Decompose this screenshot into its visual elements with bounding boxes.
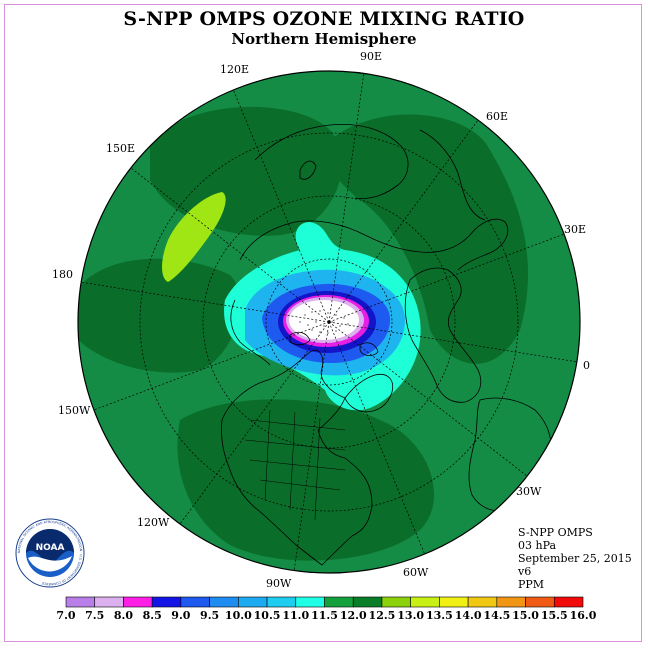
- colorbar-swatch: [496, 596, 526, 608]
- lon-label-30e: 30E: [564, 223, 587, 236]
- colorbar-swatch: [266, 596, 297, 608]
- colorbar-tick-label: 11.0: [282, 609, 310, 622]
- coast-arctic-islands: [289, 331, 311, 346]
- info-block: S-NPP OMPS 03 hPa September 25, 2015 v6 …: [518, 526, 632, 591]
- colorbar-tick-label: 13.5: [425, 609, 453, 622]
- colorbar-tick-label: 15.0: [512, 609, 539, 622]
- coast-asia: [239, 218, 509, 271]
- colorbar-swatch: [439, 596, 469, 608]
- colorbar-tick-label: 9.5: [200, 609, 220, 622]
- colorbar-tick-label: 8.5: [142, 609, 162, 622]
- colorbar-swatch: [180, 596, 210, 608]
- colorbar-tick-label: 11.5: [311, 609, 338, 622]
- colorbar-swatch: [238, 596, 268, 608]
- coast-alaska: [230, 299, 271, 366]
- lon-label-120w: 120W: [137, 516, 170, 529]
- colorbar-tick-label: 7.0: [56, 609, 76, 622]
- coast-japan: [299, 160, 317, 180]
- colorbar-tick-label: 12.5: [368, 609, 396, 622]
- info-units: PPM: [518, 578, 545, 591]
- coastlines: [221, 124, 552, 566]
- field-dark-band-east: [326, 114, 529, 364]
- info-date: September 25, 2015: [518, 552, 632, 565]
- colorbar-tick-label: 10.5: [253, 609, 281, 622]
- field-lime-maximum: [162, 192, 226, 282]
- field-dark-band-south: [177, 399, 435, 561]
- info-level: 03 hPa: [518, 539, 557, 552]
- coast-india: [419, 129, 486, 221]
- colorbar-swatch: [525, 596, 555, 608]
- graticule: [79, 71, 579, 573]
- colorbar-swatch: [467, 596, 498, 608]
- lon-label-150w: 150W: [58, 404, 91, 417]
- colorbar-tick-label: 8.0: [113, 609, 134, 622]
- colorbar-tick-label: 9.0: [171, 609, 191, 622]
- colorbar-swatch: [94, 596, 124, 608]
- colorbar-swatch: [381, 596, 411, 608]
- map-boundary: [77, 70, 581, 574]
- field-dark-band-west: [78, 258, 241, 373]
- colorbar-swatch: [209, 596, 239, 608]
- colorbar-swatch: [553, 596, 584, 608]
- field-stipple: [299, 310, 349, 334]
- lon-label-60w: 60W: [403, 566, 429, 579]
- colorbar-swatch: [65, 596, 96, 608]
- colorbar-swatch: [324, 596, 354, 608]
- colorbar-tick-label: 15.5: [540, 609, 568, 622]
- coast-north-america: [221, 349, 373, 566]
- colorbar: [65, 596, 584, 608]
- colorbar-swatch: [410, 596, 440, 608]
- coast-svalbard: [359, 342, 379, 356]
- coast-europe: [404, 267, 482, 403]
- field-minimum-center: [289, 300, 359, 340]
- figure-frame: [4, 4, 642, 642]
- lon-label-30w: 30W: [516, 485, 542, 498]
- lon-label-0: 0: [583, 359, 590, 372]
- map-title: S-NPP OMPS OZONE MIXING RATIO: [123, 8, 525, 30]
- colorbar-swatch: [295, 596, 325, 608]
- lon-label-90w: 90W: [266, 577, 292, 590]
- info-instrument: S-NPP OMPS: [518, 526, 593, 539]
- colorbar-swatch: [123, 596, 153, 608]
- coast-east-asia: [254, 124, 409, 199]
- us-state-lines: [244, 409, 346, 521]
- field-dark-band-north: [150, 106, 342, 236]
- colorbar-tick-label: 14.0: [454, 609, 482, 622]
- colorbar-swatch: [151, 596, 182, 608]
- info-version: v6: [518, 565, 532, 578]
- lon-label-90e: 90E: [360, 50, 383, 63]
- colorbar-tick-label: 16.0: [569, 609, 597, 622]
- colorbar-tick-label: 7.5: [85, 609, 105, 622]
- colorbar-tick-label: 10.0: [224, 609, 252, 622]
- map-subtitle: Northern Hemisphere: [231, 30, 417, 48]
- lon-label-150e: 150E: [106, 142, 136, 155]
- coast-greenland: [344, 373, 394, 413]
- colorbar-tick-label: 12.0: [339, 609, 367, 622]
- lon-label-60e: 60E: [486, 110, 509, 123]
- lon-label-180: 180: [52, 268, 73, 281]
- colorbar-tick-label: 13.0: [397, 609, 425, 622]
- lon-label-120e: 120E: [220, 63, 250, 76]
- colorbar-swatch: [352, 596, 383, 608]
- colorbar-tick-label: 14.5: [483, 609, 511, 622]
